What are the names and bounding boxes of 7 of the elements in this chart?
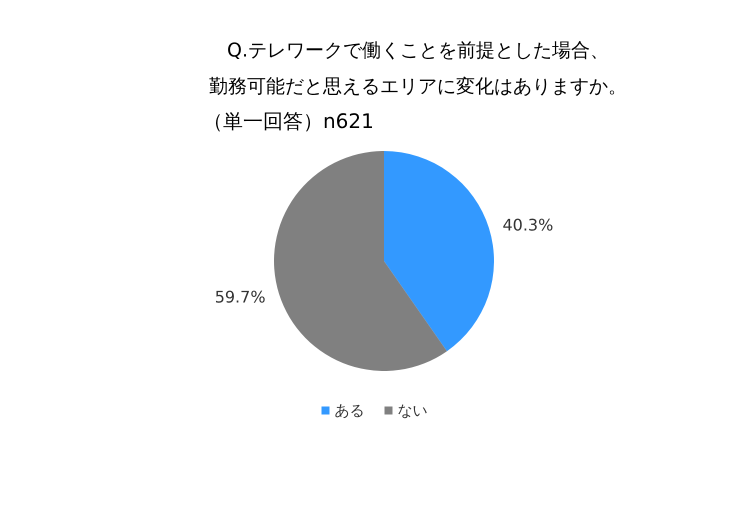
legend-label: ない <box>398 402 428 420</box>
text: （単一回答）n621 <box>203 109 374 133</box>
legend-label: ある <box>334 402 364 420</box>
chart-title: Q.テレワークで働くことを前提とした場合、 <box>227 40 609 62</box>
data-label: 59.7% <box>214 288 266 307</box>
data-label: 40.3% <box>502 215 554 234</box>
chart-subtitle: 勤務可能だと思えるエリアに変化はありますか。 <box>209 76 627 98</box>
